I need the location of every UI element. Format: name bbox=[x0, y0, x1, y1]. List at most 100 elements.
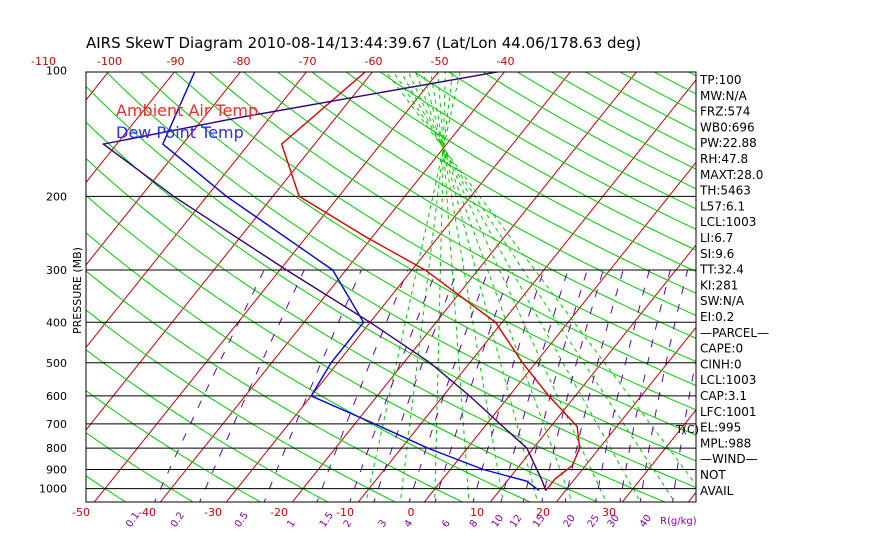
index-item: TP:100 bbox=[699, 73, 742, 87]
mixing-ratio-tick-label: 12 bbox=[508, 513, 524, 530]
pressure-tick-label: 800 bbox=[46, 442, 67, 455]
dry-adiabat-line bbox=[86, 194, 599, 502]
index-item: MAXT:28.0 bbox=[700, 168, 763, 182]
pressure-tick-label: 100 bbox=[46, 65, 67, 78]
mixing-ratio-line bbox=[263, 269, 362, 502]
dry-adiabat-line bbox=[86, 432, 195, 502]
mixing-ratio-line bbox=[500, 269, 569, 502]
moist-adiabat-line bbox=[415, 72, 573, 502]
dry-adiabat-line bbox=[208, 72, 696, 363]
index-item: L57:6.1 bbox=[700, 199, 745, 213]
dry-adiabat-line bbox=[345, 72, 696, 273]
mixing-ratio-line bbox=[199, 269, 305, 502]
index-item: LCL:1003 bbox=[700, 215, 756, 229]
mixing-ratio-tick-label: 0.2 bbox=[169, 510, 187, 529]
ambient-temp-line bbox=[280, 72, 581, 491]
index-item: —PARCEL— bbox=[700, 326, 769, 340]
mixing-ratio-tick-label: 4 bbox=[403, 518, 416, 530]
dry-adiabat-line bbox=[379, 72, 696, 251]
top-temp-tick-label: -90 bbox=[167, 55, 185, 68]
mixing-ratio-line bbox=[349, 269, 438, 502]
pressure-tick-label: 600 bbox=[46, 390, 67, 403]
mixing-ratio-line bbox=[408, 269, 489, 502]
isotherm-line bbox=[357, 79, 696, 502]
isotherm-line bbox=[225, 72, 571, 502]
isotherm-line bbox=[159, 72, 505, 502]
index-item: EI:0.2 bbox=[700, 310, 734, 324]
mixing-ratio-unit-label: R(g/kg) bbox=[660, 516, 697, 527]
top-temp-tick-label: -40 bbox=[497, 55, 515, 68]
index-item: CAPE:0 bbox=[700, 342, 743, 356]
mixing-ratio-line bbox=[472, 269, 545, 502]
dry-adiabat-line bbox=[86, 390, 262, 502]
dry-adiabat-line bbox=[86, 349, 329, 502]
moist-adiabat-line bbox=[407, 72, 607, 502]
isotherm-line bbox=[0, 30, 10, 506]
mixing-ratio-tick-label: 40 bbox=[638, 513, 654, 530]
moist-adiabat-line bbox=[434, 72, 446, 502]
dry-adiabat-line bbox=[276, 72, 696, 317]
mixing-ratio-tick-label: 0.5 bbox=[233, 510, 251, 529]
moist-adiabat-line bbox=[385, 72, 696, 486]
bottom-temp-tick-label: -20 bbox=[270, 506, 288, 519]
mixing-ratio-line bbox=[595, 269, 650, 502]
index-item: CAP:3.1 bbox=[700, 389, 747, 403]
mixing-ratio-tick-label: 6 bbox=[440, 518, 453, 530]
dry-adiabat-line bbox=[482, 72, 696, 190]
top-temp-tick-label: -100 bbox=[97, 55, 122, 68]
pressure-tick-label: 300 bbox=[46, 264, 67, 277]
parcel-line bbox=[101, 72, 547, 491]
mixing-ratio-tick-label: 8 bbox=[468, 518, 481, 530]
plot-frame bbox=[85, 71, 697, 503]
dry-adiabat-line bbox=[242, 72, 696, 339]
dewpoint-temp-line bbox=[161, 72, 540, 492]
dry-adiabat-line bbox=[174, 72, 696, 387]
moist-adiabat-line bbox=[400, 72, 642, 502]
pressure-tick-label: 400 bbox=[46, 316, 67, 329]
bottom-temp-tick-label: 10 bbox=[470, 506, 484, 519]
isotherm-line bbox=[291, 72, 637, 502]
index-item: KI:281 bbox=[700, 278, 738, 292]
index-item: TT:32.4 bbox=[699, 263, 744, 277]
top-temp-tick-label: -80 bbox=[233, 55, 251, 68]
mixing-ratio-line bbox=[154, 269, 265, 502]
index-item: WB0:696 bbox=[700, 120, 755, 134]
y-axis-label: PRESSURE (MB) bbox=[71, 247, 84, 334]
mixing-ratio-line bbox=[564, 269, 624, 502]
mixing-ratio-tick-label: 1 bbox=[285, 518, 298, 530]
index-item: —WIND— bbox=[700, 452, 758, 466]
dry-adiabat-line bbox=[86, 157, 667, 502]
index-item: EL:995 bbox=[700, 421, 741, 435]
mixing-ratio-tick-label: 1.5 bbox=[318, 510, 336, 529]
moist-adiabat-line bbox=[392, 72, 676, 502]
index-item: AVAIL bbox=[700, 484, 734, 498]
bottom-temp-tick-label: 30 bbox=[602, 506, 616, 519]
isotherm-line bbox=[621, 409, 696, 502]
mixing-ratio-line bbox=[434, 269, 512, 502]
mixing-ratio-line bbox=[639, 269, 689, 502]
dry-adiabat-line bbox=[86, 309, 397, 502]
pressure-tick-label: 1000 bbox=[39, 483, 67, 496]
index-item: RH:47.8 bbox=[700, 152, 748, 166]
pressure-tick-label: 500 bbox=[46, 357, 67, 370]
bottom-temp-tick-label: -30 bbox=[204, 506, 222, 519]
index-item: FRZ:574 bbox=[700, 105, 750, 119]
chart-title: AIRS SkewT Diagram 2010-08-14/13:44:39.6… bbox=[86, 34, 642, 52]
mixing-ratio-tick-label: 3 bbox=[377, 518, 390, 530]
dry-adiabat-line bbox=[86, 232, 532, 502]
bottom-temp-tick-label: 0 bbox=[408, 506, 415, 519]
index-item: PW:22.88 bbox=[700, 136, 757, 150]
isotherm-line bbox=[489, 244, 696, 502]
top-temp-tick-label: -110 bbox=[31, 55, 56, 68]
index-item: LFC:1001 bbox=[700, 405, 757, 419]
pressure-tick-label: 900 bbox=[46, 464, 67, 477]
dry-adiabat-line bbox=[86, 121, 696, 488]
dry-adiabat-line bbox=[310, 72, 696, 294]
mixing-ratio-line bbox=[541, 269, 604, 502]
bottom-temp-tick-label: -50 bbox=[72, 506, 90, 519]
index-item: CINH:0 bbox=[700, 357, 742, 371]
dry-adiabat-line bbox=[105, 72, 696, 436]
temp-unit-label: T(C) bbox=[675, 423, 699, 436]
legend-ambient: Ambient Air Temp bbox=[116, 101, 258, 120]
top-temp-tick-label: -60 bbox=[365, 55, 383, 68]
